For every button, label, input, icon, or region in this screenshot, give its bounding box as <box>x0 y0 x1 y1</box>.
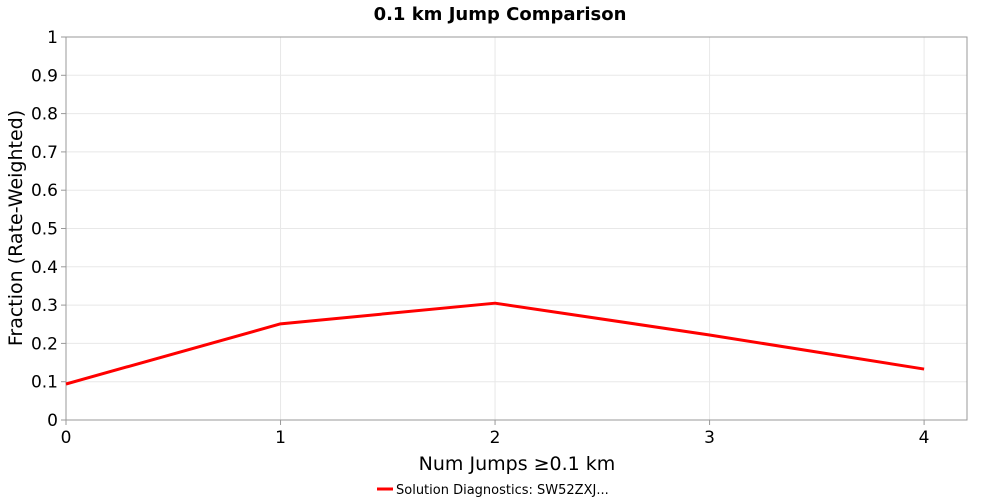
y-tick-label: 0.9 <box>31 66 58 86</box>
y-tick-label: 1 <box>47 28 58 48</box>
legend-label: Solution Diagnostics: SW52ZXJ... <box>396 483 609 498</box>
y-tick-label: 0.3 <box>31 296 58 316</box>
x-tick-label: 2 <box>490 428 501 448</box>
y-axis-label: Fraction (Rate-Weighted) <box>5 110 27 346</box>
y-tick-label: 0 <box>47 411 58 431</box>
y-tick-label: 0.1 <box>31 373 58 393</box>
y-tick-label: 0.8 <box>31 105 58 125</box>
y-tick-label: 0.4 <box>31 258 58 278</box>
x-tick-label: 1 <box>275 428 286 448</box>
x-tick-label: 3 <box>704 428 715 448</box>
x-tick-label: 0 <box>61 428 72 448</box>
y-tick-label: 0.7 <box>31 143 58 163</box>
chart-title: 0.1 km Jump Comparison <box>374 4 627 25</box>
y-tick-label: 0.5 <box>31 220 58 240</box>
series-line <box>65 301 925 386</box>
y-tick-label: 0.2 <box>31 334 58 354</box>
legend: Solution Diagnostics: SW52ZXJ... <box>377 483 609 498</box>
x-tick-label: 4 <box>919 428 930 448</box>
x-axis-label: Num Jumps ≥0.1 km <box>419 453 616 475</box>
y-tick-label: 0.6 <box>31 181 58 201</box>
